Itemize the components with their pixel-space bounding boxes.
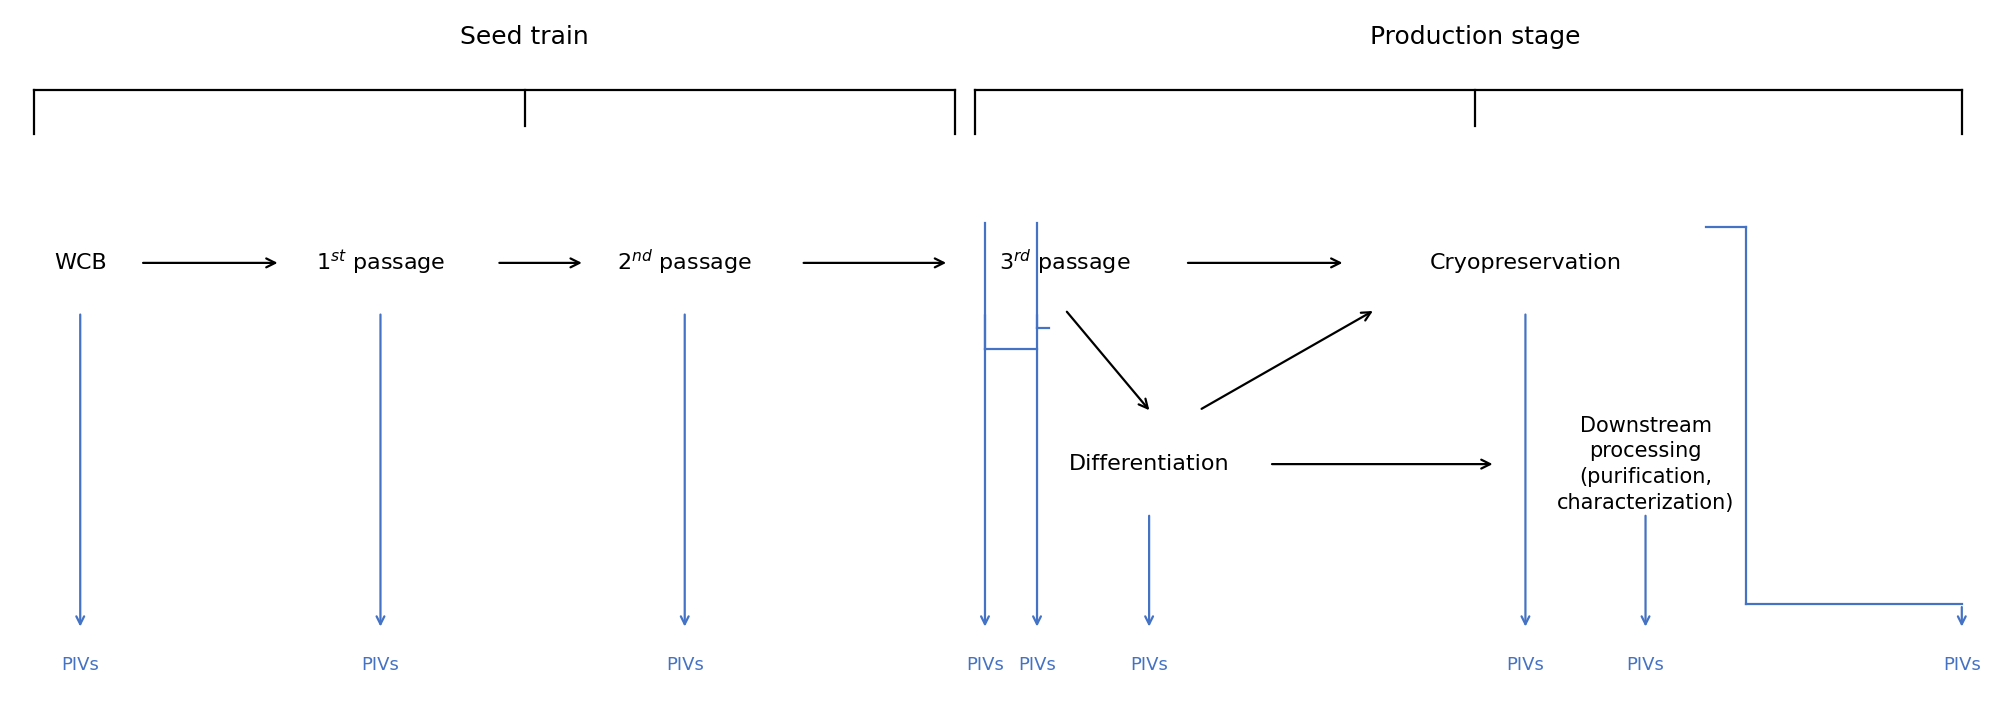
Text: Production stage: Production stage [1371, 25, 1580, 49]
Text: PIVs: PIVs [1944, 656, 1980, 675]
Text: PIVs: PIVs [1019, 656, 1055, 675]
Text: PIVs: PIVs [967, 656, 1003, 675]
Text: $1^{st}$ passage: $1^{st}$ passage [316, 249, 444, 277]
Text: PIVs: PIVs [665, 656, 704, 675]
Text: Downstream
processing
(purification,
characterization): Downstream processing (purification, cha… [1558, 416, 1735, 513]
Text: PIVs: PIVs [60, 656, 98, 675]
Text: WCB: WCB [54, 253, 107, 273]
Text: Cryopreservation: Cryopreservation [1429, 253, 1622, 273]
Text: $2^{nd}$ passage: $2^{nd}$ passage [617, 249, 752, 278]
Text: Differentiation: Differentiation [1069, 454, 1230, 474]
Text: PIVs: PIVs [1626, 656, 1664, 675]
Text: PIVs: PIVs [1508, 656, 1544, 675]
Text: Seed train: Seed train [460, 25, 589, 49]
Text: $3^{rd}$ passage: $3^{rd}$ passage [999, 249, 1132, 278]
Text: PIVs: PIVs [362, 656, 400, 675]
Text: PIVs: PIVs [1130, 656, 1168, 675]
